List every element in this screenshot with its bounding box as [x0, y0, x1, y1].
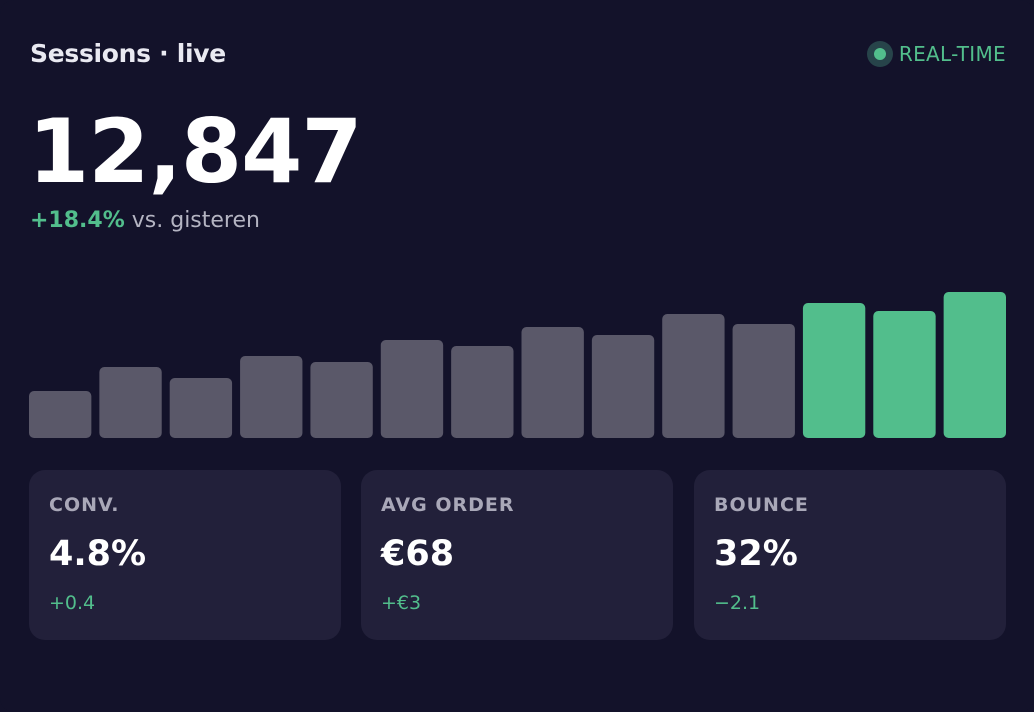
bar-1 — [29, 391, 92, 438]
stat-tile-conversion: CONV. 4.8% +0.4 — [29, 470, 341, 640]
bar-7 — [451, 346, 514, 438]
live-dot — [873, 48, 886, 60]
bar-9 — [591, 335, 655, 438]
stat-label: AVG ORDER — [381, 494, 515, 516]
bar-11 — [732, 324, 795, 438]
stat-value: 4.8% — [49, 534, 147, 574]
stat-change: −2.1 — [714, 592, 761, 614]
sessions-count: 12,847 — [28, 100, 363, 203]
sessions-delta: +18.4% vs. gisteren — [30, 206, 260, 236]
delta-comparison: vs. gisteren — [131, 208, 260, 233]
bar-8 — [521, 327, 584, 438]
stat-change: +0.4 — [49, 592, 96, 614]
stat-change: +€3 — [381, 592, 422, 614]
card-title: Sessions · live — [30, 39, 226, 68]
stat-label: BOUNCE — [714, 494, 809, 516]
bar-4 — [240, 356, 303, 438]
bar-12 — [802, 303, 866, 438]
bar-6 — [380, 340, 444, 438]
bar-5 — [310, 362, 373, 438]
bar-14 — [943, 292, 1006, 438]
delta-percent: +18.4% — [30, 208, 125, 233]
bar-chart-svg — [29, 292, 1006, 438]
stat-label: CONV. — [49, 494, 120, 516]
sessions-bar-chart — [29, 280, 1006, 438]
stat-value: €68 — [381, 534, 455, 574]
realtime-badge: REAL-TIME — [866, 40, 1006, 68]
bar-3 — [169, 378, 233, 438]
bar-13 — [873, 311, 936, 438]
stat-tile-avg-order: AVG ORDER €68 +€3 — [361, 470, 673, 640]
bar-2 — [99, 367, 162, 438]
realtime-label: REAL-TIME — [898, 42, 1006, 66]
live-indicator-icon — [866, 41, 893, 67]
stat-value: 32% — [714, 534, 798, 574]
bar-10 — [662, 314, 725, 438]
stat-tile-bounce: BOUNCE 32% −2.1 — [694, 470, 1006, 640]
